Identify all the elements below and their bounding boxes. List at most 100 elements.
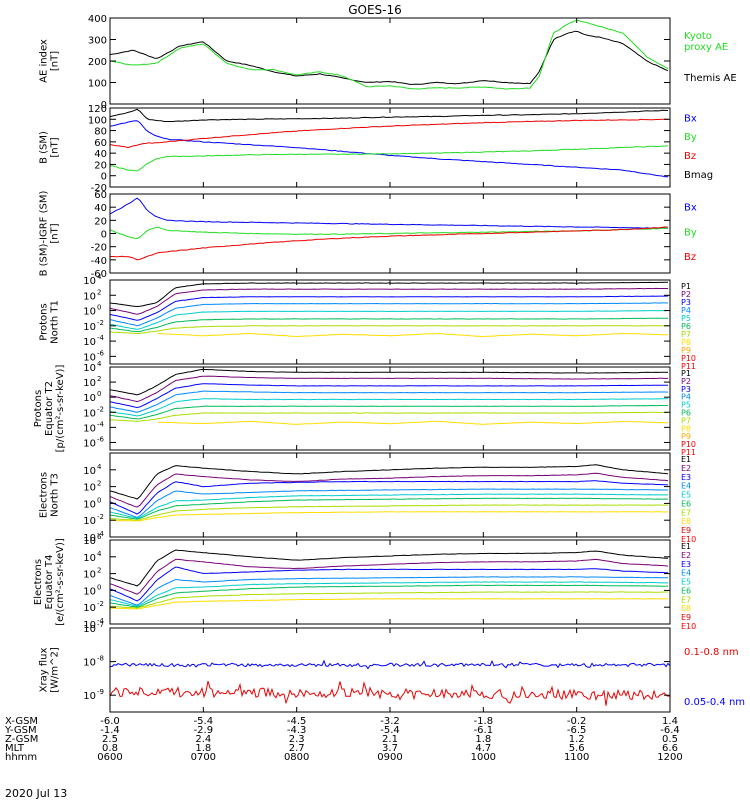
series-group: [110, 549, 669, 610]
y-tick-exponent: -6: [97, 435, 105, 443]
panel-frame: [109, 279, 671, 365]
y-tick-label: 10 2: [83, 480, 101, 494]
legend-item: P4: [681, 306, 691, 315]
y-tick-label: 10 4: [83, 550, 102, 564]
y-axis-label: Electrons: [39, 472, 50, 518]
y-tick-exponent: -2: [97, 600, 104, 608]
series-kyoto-proxy-ae: [110, 19, 669, 90]
row-label: Y-GSM: [4, 725, 37, 736]
row-value: -4.5: [287, 716, 307, 727]
y-tick-exponent: 0: [97, 583, 101, 591]
y-axis-label: [nT]: [50, 51, 61, 71]
y-axis-label: [W/m^2]: [50, 647, 61, 693]
legend-item: E1: [681, 455, 691, 464]
y-tick-label: 20: [94, 160, 107, 171]
legend-item: P9: [681, 346, 691, 355]
legend-item: E2: [681, 464, 691, 473]
y-tick-base: 10: [83, 483, 96, 494]
row-value: 2.4: [195, 734, 211, 745]
y-axis-label: North T3: [50, 473, 61, 517]
y-tick-base: 10: [83, 408, 96, 419]
y-tick-exponent: 0: [97, 304, 101, 312]
y-tick-base: 10: [83, 624, 96, 635]
y-tick-exponent: -4: [97, 334, 105, 342]
y-tick-label: 10 -2: [83, 319, 104, 333]
legend: Bx By Bz Bmag: [684, 113, 713, 180]
y-tick-exponent: 6: [97, 533, 102, 541]
y-tick-label: 100: [88, 115, 107, 126]
y-tick-label: 10 -9: [83, 688, 104, 702]
legend-item: E10: [681, 622, 696, 631]
row-value: 1.4: [662, 716, 678, 727]
legend-item: Bz: [684, 252, 696, 263]
series-e5: [110, 493, 668, 519]
y-tick-base: 10: [83, 570, 96, 581]
series-group: [110, 368, 669, 425]
legend-item: P7: [681, 330, 691, 339]
series-p7: [110, 325, 668, 335]
legend-item: P2: [681, 377, 691, 386]
series-bx: [110, 197, 669, 229]
y-tick-base: 10: [83, 378, 96, 389]
y-axis-label: [nT]: [50, 223, 61, 243]
row-value: -1.4: [100, 725, 120, 736]
y-axis-label: [p/(cm²-s-sr-keV)]: [55, 365, 66, 453]
series-themis-ae: [110, 30, 669, 85]
y-tick-base: 10: [83, 352, 96, 363]
y-tick-exponent: 2: [97, 375, 101, 383]
row-value: 0.5: [662, 734, 678, 745]
y-tick-label: 10 -2: [83, 600, 104, 614]
y-tick-exponent: 4: [97, 550, 102, 558]
y-tick-base: 10: [83, 276, 96, 287]
y-tick-label: 120: [88, 104, 107, 115]
legend-item: E6: [681, 499, 691, 508]
y-tick-label: 80: [94, 127, 107, 138]
row-value: -6.0: [100, 716, 120, 727]
legend-item: P4: [681, 393, 691, 402]
y-tick-base: 10: [83, 516, 96, 527]
y-tick-label: 10 2: [83, 288, 101, 302]
plot-title: GOES-16: [348, 3, 402, 17]
y-tick-base: 10: [83, 691, 96, 702]
row-label: Z-GSM: [5, 734, 38, 745]
legend-item: P10: [681, 440, 696, 449]
y-tick-base: 10: [83, 658, 96, 669]
y-axis-label: Xray flux: [39, 648, 50, 693]
legend-item: E7: [681, 508, 691, 517]
y-tick-label: 10 -2: [83, 405, 104, 419]
series-group: [110, 19, 669, 90]
series-p4: [110, 302, 669, 327]
series-p5: [110, 309, 669, 330]
y-tick-exponent: 4: [97, 360, 102, 368]
panel-frame: [109, 17, 671, 105]
legend-item: Themis AE: [683, 73, 737, 84]
y-tick-exponent: 4: [97, 273, 102, 281]
series-p7: [110, 411, 669, 422]
series-e1: [110, 549, 669, 587]
y-axis-label: [nT]: [50, 137, 61, 157]
legend-item: P3: [681, 298, 691, 307]
row-label: MLT: [5, 743, 25, 754]
row-label: hhmm: [5, 752, 37, 763]
y-tick-base: 10: [83, 438, 96, 449]
y-tick-label: 10 -8: [83, 655, 104, 669]
row-value: 3.7: [382, 743, 398, 754]
y-tick-exponent: 2: [97, 567, 101, 575]
series-e8: [110, 598, 669, 610]
row-value: -2.9: [194, 725, 214, 736]
series-group: [110, 464, 669, 522]
y-tick-label: 10 4: [83, 360, 102, 374]
legend-item: By: [684, 132, 697, 143]
y-tick-label: 0: [101, 230, 107, 241]
y-tick-label: 10 2: [83, 375, 101, 389]
series-by: [110, 145, 669, 172]
series-e6: [110, 584, 669, 608]
y-tick-exponent: -2: [97, 319, 104, 327]
